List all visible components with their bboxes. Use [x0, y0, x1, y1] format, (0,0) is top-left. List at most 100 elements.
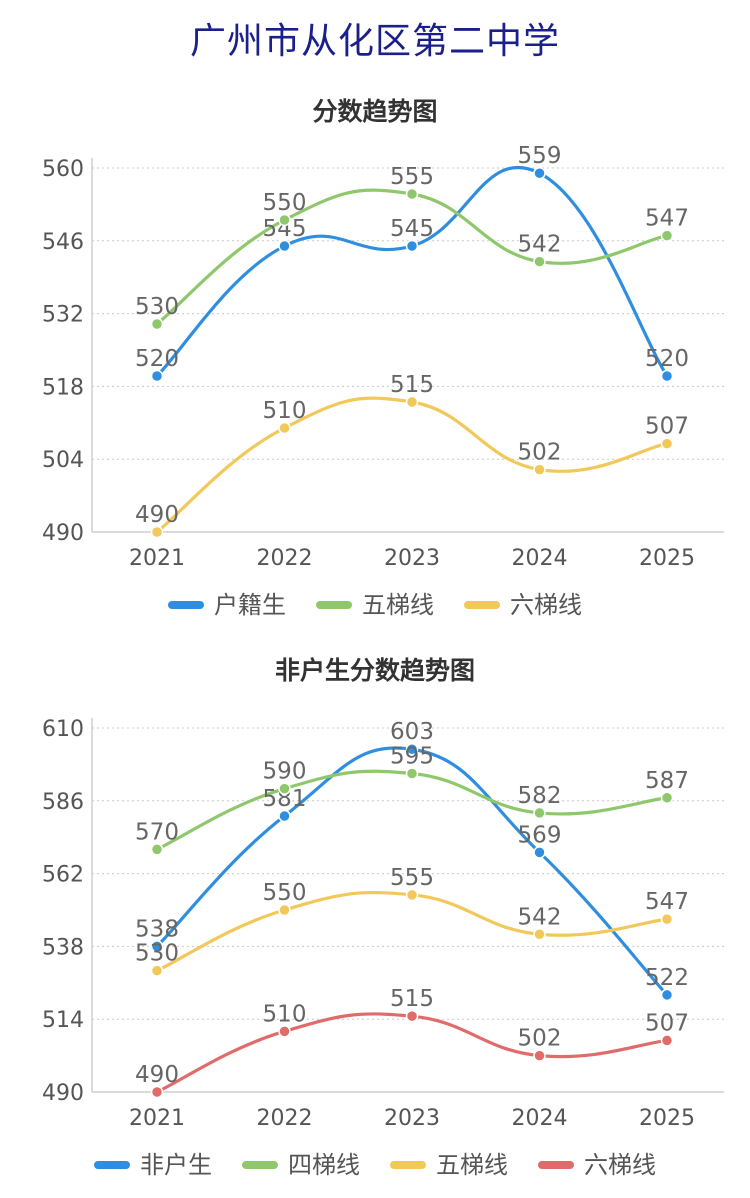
data-point — [660, 912, 674, 926]
x-tick-label: 2025 — [639, 546, 695, 571]
data-point — [660, 229, 674, 242]
legend-item[interactable]: 五梯线 — [390, 1150, 508, 1180]
chart-1-legend: 户籍生 五梯线 六梯线 — [0, 590, 750, 620]
data-point — [405, 1009, 419, 1023]
y-tick-label: 560 — [42, 157, 84, 182]
data-point — [150, 1085, 164, 1099]
data-label: 515 — [390, 372, 434, 398]
data-label: 530 — [135, 294, 179, 320]
legend-item[interactable]: 户籍生 — [168, 590, 286, 620]
data-label: 559 — [518, 143, 562, 169]
data-label: 507 — [645, 1010, 689, 1036]
data-label: 510 — [263, 1001, 307, 1027]
data-point — [533, 928, 546, 941]
data-point — [533, 806, 546, 820]
data-point — [150, 843, 164, 856]
y-tick-label: 586 — [42, 790, 84, 815]
y-tick-label: 504 — [42, 448, 84, 473]
data-label: 570 — [135, 819, 179, 845]
data-label: 542 — [518, 232, 562, 258]
y-tick-label: 562 — [42, 863, 84, 888]
data-point — [150, 369, 164, 383]
y-tick-label: 518 — [42, 375, 84, 400]
y-tick-label: 514 — [42, 1008, 84, 1033]
legend-item[interactable]: 五梯线 — [316, 590, 434, 620]
data-point — [278, 903, 291, 917]
legend-label: 非户生 — [140, 1151, 212, 1179]
legend-item[interactable]: 六梯线 — [464, 590, 582, 620]
data-point — [533, 846, 546, 859]
y-tick-label: 490 — [42, 1081, 84, 1106]
data-point — [150, 317, 164, 331]
data-point — [660, 988, 674, 1002]
data-point — [150, 525, 164, 539]
legend-item[interactable]: 非户生 — [94, 1150, 212, 1180]
data-label: 555 — [390, 164, 434, 190]
legend-label: 五梯线 — [436, 1151, 508, 1179]
chart-2-title: 非户生分数趋势图 — [274, 656, 475, 685]
legend-label: 六梯线 — [584, 1151, 656, 1179]
data-point — [533, 463, 546, 476]
legend-item[interactable]: 六梯线 — [538, 1150, 656, 1180]
data-point — [278, 782, 291, 795]
data-point — [405, 742, 419, 756]
data-label: 569 — [518, 822, 562, 848]
data-label: 550 — [263, 880, 307, 906]
y-tick-label: 490 — [42, 521, 84, 546]
y-tick-label: 546 — [42, 230, 84, 255]
data-label: 515 — [390, 986, 434, 1012]
legend-swatch — [242, 1161, 278, 1169]
data-label: 538 — [135, 916, 179, 942]
legend-swatch — [94, 1161, 130, 1169]
data-label: 587 — [645, 768, 689, 794]
chart-2-legend: 非户生 四梯线 五梯线 六梯线 — [0, 1150, 750, 1180]
series-line — [155, 165, 669, 378]
data-point — [405, 395, 419, 409]
x-tick-label: 2021 — [129, 546, 185, 571]
data-label: 520 — [645, 346, 689, 372]
data-label: 542 — [518, 904, 562, 930]
x-tick-label: 2023 — [384, 1106, 440, 1131]
data-point — [278, 239, 291, 253]
data-point — [405, 767, 419, 780]
legend-swatch — [390, 1161, 426, 1169]
y-tick-label: 532 — [42, 303, 84, 328]
y-tick-label: 610 — [42, 717, 84, 742]
data-label: 502 — [518, 440, 562, 466]
data-label: 520 — [135, 346, 179, 372]
data-label: 507 — [645, 414, 689, 440]
data-point — [405, 187, 419, 201]
data-label: 522 — [645, 965, 689, 991]
data-point — [660, 369, 674, 383]
data-point — [533, 166, 546, 180]
x-tick-label: 2023 — [384, 546, 440, 571]
data-label: 595 — [390, 744, 434, 770]
data-label: 555 — [390, 865, 434, 891]
legend-label: 四梯线 — [288, 1151, 360, 1179]
x-tick-label: 2022 — [257, 1106, 313, 1131]
data-label: 490 — [135, 1062, 179, 1088]
data-point — [150, 940, 164, 953]
legend-swatch — [538, 1161, 574, 1169]
data-point — [278, 421, 291, 435]
data-label: 603 — [390, 719, 434, 745]
y-tick-label: 538 — [42, 935, 84, 960]
data-label: 490 — [135, 502, 179, 528]
page-title: 广州市从化区第二中学 — [189, 21, 560, 62]
x-tick-label: 2022 — [257, 546, 313, 571]
legend-swatch — [168, 601, 204, 609]
x-tick-label: 2021 — [129, 1106, 185, 1131]
data-point — [533, 1049, 546, 1062]
data-point — [533, 255, 546, 268]
legend-label: 五梯线 — [362, 591, 434, 619]
x-tick-label: 2024 — [512, 546, 568, 571]
legend-label: 六梯线 — [510, 591, 582, 619]
data-label: 510 — [263, 398, 307, 424]
legend-label: 户籍生 — [214, 591, 286, 619]
data-label: 502 — [518, 1026, 562, 1052]
legend-item[interactable]: 四梯线 — [242, 1150, 360, 1180]
data-label: 590 — [263, 759, 307, 785]
x-tick-label: 2025 — [639, 1106, 695, 1131]
